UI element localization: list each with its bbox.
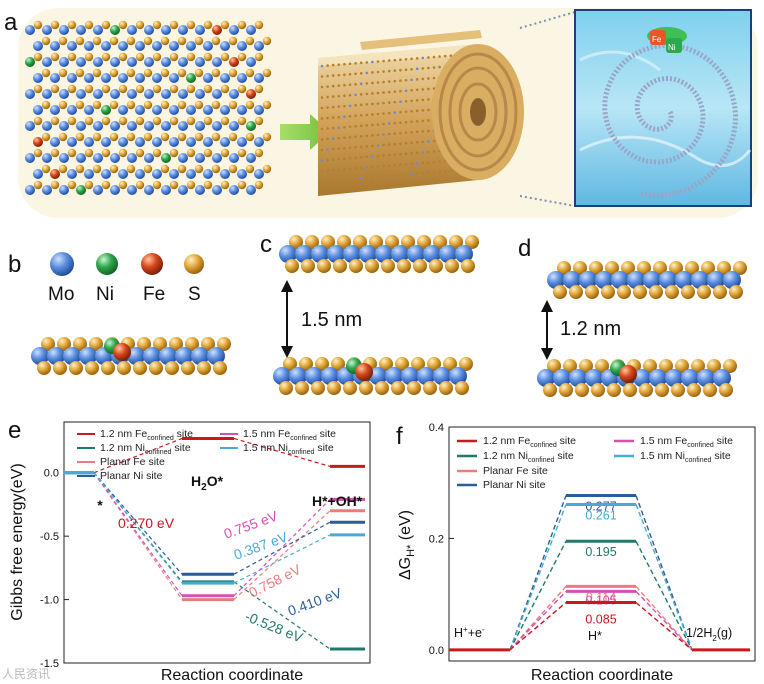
chart-f-connector bbox=[509, 540, 567, 651]
legend-e-label: Planar Fe site bbox=[100, 456, 165, 468]
chart-e-connector bbox=[93, 472, 183, 597]
chart-f-connector bbox=[635, 590, 693, 651]
chart-e-ytick-label: -1.5 bbox=[40, 658, 59, 670]
bottom-slab-c bbox=[273, 357, 473, 395]
chart-e-connector bbox=[233, 437, 331, 467]
chart-e-connector bbox=[93, 472, 183, 600]
chart-e-connector bbox=[233, 581, 331, 650]
spacing-label-c: 1.5 nm bbox=[301, 309, 362, 331]
chart-e-ylabel: Gibbs free energy(eV) bbox=[9, 463, 26, 620]
chart-f-ytick-label: 0.4 bbox=[429, 422, 444, 434]
chart-f-ylabel: ΔGH* (eV) bbox=[397, 510, 417, 580]
chart-f-value-label: 0.105 bbox=[585, 593, 616, 607]
atom-label-ni: Ni bbox=[96, 284, 114, 305]
chart-f-ytick-label: 0.2 bbox=[429, 533, 444, 545]
bottom-slab-d bbox=[537, 359, 737, 397]
chart-f-connector bbox=[509, 504, 567, 651]
nanoscroll-tube bbox=[318, 30, 524, 196]
spacing-arrow-d bbox=[541, 300, 553, 360]
chart-e-ytick-label: -1.0 bbox=[40, 595, 59, 607]
mo-atom-icon bbox=[50, 252, 74, 276]
state-label-mid-f: H* bbox=[588, 629, 602, 643]
inset-ni-tag: Ni bbox=[668, 43, 676, 52]
state-label-start-f: H++e- bbox=[454, 625, 485, 640]
atom-legend: Mo Ni Fe S bbox=[48, 252, 204, 305]
chart-f-connector bbox=[635, 504, 693, 651]
top-slab-c bbox=[279, 235, 479, 273]
atom-label-mo: Mo bbox=[48, 284, 74, 305]
panel-label-f: f bbox=[396, 423, 403, 450]
scroll-cross-section-inset: Fe Ni bbox=[574, 9, 752, 207]
planar-slab-b bbox=[31, 337, 231, 375]
chart-e-frame bbox=[63, 421, 371, 664]
panel-label-b: b bbox=[8, 251, 21, 278]
panel-label-c: c bbox=[260, 231, 272, 258]
inset-fe-tag: Fe bbox=[652, 35, 662, 44]
chart-f-connector bbox=[509, 590, 567, 651]
legend-f-label: 1.5 nm Niconfined site bbox=[640, 450, 731, 464]
atom-label-s: S bbox=[188, 284, 201, 305]
chart-f-frame bbox=[448, 426, 756, 662]
chart-e-plot: 0.0 -0.5 -1.0 -1.5 bbox=[40, 436, 365, 670]
legend-e-label: 1.2 nm Niconfined site bbox=[100, 442, 191, 456]
legend-e-label: 1.5 nm Feconfined site bbox=[243, 428, 336, 442]
legend-f-label: 1.2 nm Feconfined site bbox=[483, 435, 576, 449]
mos2-lattice bbox=[25, 20, 272, 195]
chart-f-value-label: 0.261 bbox=[585, 508, 616, 522]
watermark-text: 人民资讯 bbox=[2, 667, 50, 681]
arrow-right-icon bbox=[280, 114, 330, 150]
spacing-arrow-c bbox=[281, 280, 293, 358]
legend-f-label: 1.2 nm Niconfined site bbox=[483, 450, 574, 464]
chart-e-connector bbox=[233, 534, 331, 584]
chart-f-connector bbox=[635, 585, 693, 651]
legend-f-label: Planar Fe site bbox=[483, 465, 548, 477]
legend-e-label: 1.2 nm Feconfined site bbox=[100, 428, 193, 442]
fe-atom-icon bbox=[141, 253, 163, 275]
chart-f-xlabel: Reaction coordinate bbox=[531, 667, 673, 684]
chart-e-connector bbox=[233, 498, 331, 597]
state-label-mid-e: H2O* bbox=[191, 473, 224, 493]
state-label-end-e: H*+OH* bbox=[312, 493, 363, 509]
chart-f-connector bbox=[509, 601, 567, 651]
spacing-label-d: 1.2 nm bbox=[560, 318, 621, 340]
ni-atom-icon bbox=[96, 253, 118, 275]
chart-e-ytick-label: 0.0 bbox=[44, 468, 59, 480]
s-atom-icon bbox=[184, 254, 204, 274]
chart-f-value-label: 0.085 bbox=[585, 613, 616, 627]
chart-e-connector bbox=[233, 510, 331, 601]
legend-e-label: 1.5 nm Niconfined site bbox=[243, 442, 334, 456]
chart-e-connector bbox=[93, 437, 183, 474]
state-label-start-e: * bbox=[97, 497, 103, 513]
top-slab-d bbox=[547, 261, 747, 299]
chart-f-value-label: 0.114 bbox=[586, 590, 616, 604]
chart-e-connector bbox=[93, 472, 183, 575]
chart-e-xlabel: Reaction coordinate bbox=[161, 667, 303, 684]
chart-f-connector bbox=[509, 585, 567, 651]
panel-label-a: a bbox=[4, 9, 18, 36]
chart-f-connector bbox=[635, 540, 693, 651]
chart-e-connector bbox=[93, 472, 183, 584]
legend-e-label: Planar Ni site bbox=[100, 470, 163, 482]
chart-f-ytick-label: 0.0 bbox=[429, 645, 444, 657]
panel-label-d: d bbox=[518, 235, 531, 262]
panel-label-e: e bbox=[8, 417, 21, 444]
chart-f-connector bbox=[635, 601, 693, 651]
annotation-e-0: 0.270 eV bbox=[118, 515, 175, 531]
annotation-e-4: 0.410 eV bbox=[286, 584, 345, 618]
chart-f-value-label: 0.195 bbox=[585, 545, 616, 559]
atom-label-fe: Fe bbox=[143, 284, 165, 305]
state-label-end-f: 1/2H2(g) bbox=[686, 626, 732, 643]
legend-f-label: Planar Ni site bbox=[483, 479, 546, 491]
chart-e-ytick-label: -0.5 bbox=[40, 531, 59, 543]
legend-f-label: 1.5 nm Feconfined site bbox=[640, 435, 733, 449]
